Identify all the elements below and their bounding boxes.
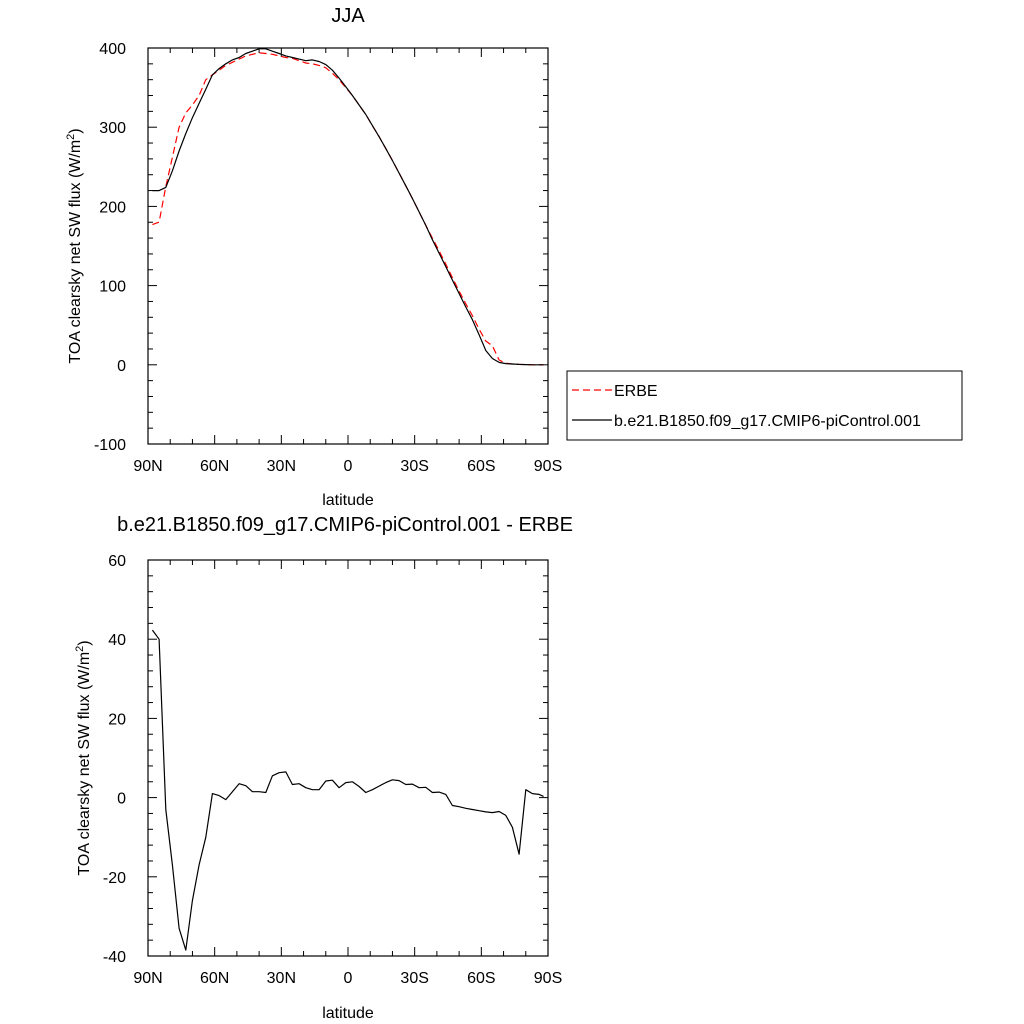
- bottom-y-label-main: TOA clearsky net SW flux (W/m: [76, 652, 93, 876]
- top-x-tick-label: 0: [344, 458, 353, 475]
- bottom-y-label-superscript: 2: [74, 646, 86, 652]
- bottom-panel: b.e21.B1850.f09_g17.CMIP6-piControl.001 …: [74, 514, 573, 1022]
- top-x-tick-label: 90S: [534, 458, 562, 475]
- bottom-y-tick-label: 40: [108, 632, 126, 649]
- top-x-tick-label: 60S: [467, 458, 495, 475]
- top-y-tick-label: 300: [99, 120, 126, 137]
- top-series-group: [152, 48, 544, 366]
- bottom-y-tick-label: 20: [108, 711, 126, 728]
- top-x-tick-label: 30N: [267, 458, 296, 475]
- top-x-tick-label: 30S: [400, 458, 428, 475]
- legend-label-erbe: ERBE: [614, 383, 658, 400]
- bottom-tick-labels: 90N 60N 30N 0 30S 60S 90S -40 -20 0 20 40 60: [103, 553, 562, 987]
- bottom-y-tick-label: 60: [108, 553, 126, 570]
- bottom-series-group: [151, 629, 544, 951]
- bottom-y-tick-label: -40: [103, 949, 126, 966]
- bottom-y-label-close: ): [76, 640, 93, 645]
- top-y-tick-label: 0: [117, 358, 126, 375]
- top-plot-frame: [147, 47, 549, 445]
- legend: ERBE b.e21.B1850.f09_g17.CMIP6-piControl…: [566, 370, 963, 441]
- bottom-axis-ticks: [147, 559, 549, 957]
- bottom-x-tick-label: 60S: [467, 970, 495, 987]
- top-y-label-main: TOA clearsky net SW flux (W/m: [67, 140, 84, 364]
- top-y-tick-label: 100: [99, 279, 126, 296]
- top-chart-title: JJA: [331, 5, 365, 27]
- top-series-line-erbe: [152, 52, 544, 366]
- top-y-axis-label: TOA clearsky net SW flux (W/m2): [65, 128, 84, 363]
- bottom-y-tick-label: -20: [103, 870, 126, 887]
- top-x-tick-label: 90N: [133, 458, 162, 475]
- bottom-plot-frame: [147, 559, 549, 957]
- bottom-x-tick-label: 90S: [534, 970, 562, 987]
- bottom-y-axis-label: TOA clearsky net SW flux (W/m2): [74, 640, 93, 875]
- top-y-label-superscript: 2: [65, 134, 77, 140]
- bottom-chart-title: b.e21.B1850.f09_g17.CMIP6-piControl.001 …: [117, 514, 573, 536]
- top-y-tick-label: -100: [94, 437, 126, 454]
- bottom-x-tick-label: 30S: [400, 970, 428, 987]
- bottom-y-tick-label: 0: [117, 791, 126, 808]
- bottom-series-line-model: [151, 629, 544, 951]
- bottom-x-tick-label: 0: [344, 970, 353, 987]
- top-x-tick-label: 60N: [200, 458, 229, 475]
- bottom-x-tick-label: 60N: [200, 970, 229, 987]
- top-y-tick-label: 200: [99, 199, 126, 216]
- bottom-x-tick-label: 90N: [133, 970, 162, 987]
- bottom-x-tick-label: 30N: [267, 970, 296, 987]
- top-y-label-close: ): [67, 128, 84, 133]
- top-x-axis-label: latitude: [322, 492, 374, 509]
- top-y-tick-label: 400: [99, 41, 126, 58]
- top-tick-labels: 90N 60N 30N 0 30S 60S 90S -100 0 100 200 300 400: [94, 41, 562, 475]
- top-series-line-model: [152, 48, 544, 366]
- bottom-x-axis-label: latitude: [322, 1005, 374, 1022]
- legend-label-model: b.e21.B1850.f09_g17.CMIP6-piControl.001: [614, 413, 921, 430]
- top-panel: JJA 90N 60N 30N 0 30S 60S 90S -100 0 100 200 300 400…: [65, 5, 963, 509]
- top-axis-ticks: [147, 47, 549, 445]
- legend-box: [566, 370, 963, 441]
